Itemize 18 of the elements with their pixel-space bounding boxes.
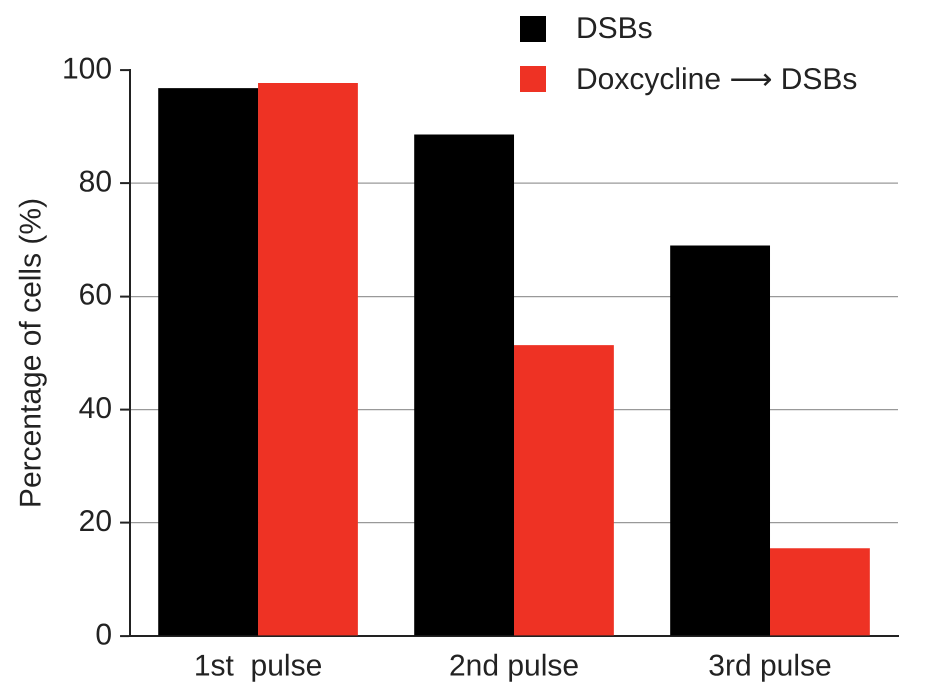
bar	[770, 548, 870, 636]
bar	[514, 345, 614, 636]
y-tick-label: 0	[95, 618, 112, 652]
x-tick-label: 2nd pulse	[448, 649, 580, 682]
legend-label: DSBs	[576, 12, 653, 46]
y-tick-label: 40	[78, 392, 112, 425]
x-tick-label: 1st pulse	[194, 649, 322, 682]
y-axis-title: Percentage of cells (%)	[14, 198, 48, 508]
bar	[158, 88, 258, 636]
x-tick-label: 3rd pulse	[708, 649, 832, 682]
bar	[670, 245, 770, 636]
y-tick-label: 80	[78, 165, 112, 198]
y-tick-label: 60	[78, 278, 112, 312]
bar	[258, 83, 358, 636]
y-tick-label: 100	[62, 52, 112, 86]
legend-label: Doxcycline ⟶ DSBs	[576, 62, 858, 97]
y-tick-label: 20	[78, 505, 112, 538]
bar	[414, 134, 514, 636]
